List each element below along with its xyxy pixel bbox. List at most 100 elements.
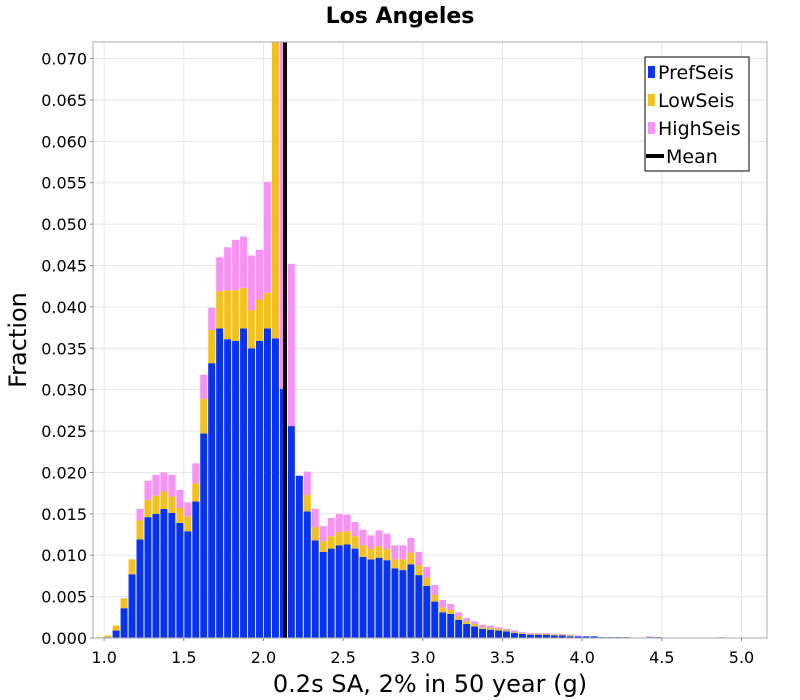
bar-highseis (375, 530, 383, 547)
bar-lowseis (526, 633, 534, 635)
bar-lowseis (208, 330, 216, 364)
bar-lowseis (502, 630, 510, 632)
bar-prefseis (550, 635, 558, 638)
bar-highseis (184, 502, 192, 517)
x-axis-title: 0.2s SA, 2% in 50 year (g) (273, 670, 587, 698)
bar-highseis (232, 239, 240, 291)
bar-lowseis (136, 520, 144, 540)
bar-lowseis (184, 516, 192, 532)
bar-lowseis (351, 536, 359, 549)
bar-highseis (192, 463, 200, 484)
bar-lowseis (263, 292, 271, 329)
bar-prefseis (526, 634, 534, 638)
bar-lowseis (303, 494, 311, 512)
bar-lowseis (311, 527, 319, 541)
bar-prefseis (383, 560, 391, 638)
bar-lowseis (391, 559, 399, 569)
bar-highseis (550, 633, 558, 635)
bar-prefseis (399, 570, 407, 638)
y-tick-label: 0.030 (41, 381, 87, 400)
chart-title: Los Angeles (326, 4, 475, 29)
bar-highseis (335, 513, 343, 533)
bar-prefseis (359, 556, 367, 638)
bar-lowseis (367, 548, 375, 560)
bar-lowseis (375, 546, 383, 558)
bar-prefseis (263, 328, 271, 638)
bar-prefseis (391, 568, 399, 638)
bar-prefseis (327, 548, 335, 638)
bar-lowseis (542, 633, 550, 635)
bar-lowseis (104, 635, 112, 638)
bar-prefseis (502, 631, 510, 638)
x-tick-label: 4.0 (569, 648, 594, 667)
bar-prefseis (168, 513, 176, 638)
bar-lowseis (335, 532, 343, 546)
x-tick-label: 2.5 (330, 648, 355, 667)
bar-lowseis (160, 491, 168, 509)
bar-lowseis (479, 627, 487, 629)
bar-prefseis (367, 559, 375, 638)
bar-lowseis (399, 559, 407, 571)
legend: PrefSeis LowSeis HighSeis Mean (644, 56, 750, 172)
bar-lowseis (407, 552, 415, 565)
bar-lowseis (359, 545, 367, 557)
bar-lowseis (128, 559, 136, 575)
x-axis-ticks: 1.0 1.5 2.0 2.5 3.0 3.5 4.0 4.5 5.0 (91, 638, 754, 667)
bar-highseis (160, 472, 168, 492)
bar-lowseis (455, 616, 463, 620)
bar-highseis (168, 474, 176, 497)
legend-swatch-highseis (648, 122, 655, 134)
bar-highseis (248, 255, 256, 311)
bar-highseis (518, 632, 526, 634)
bar-prefseis (311, 540, 319, 638)
bar-prefseis (423, 585, 431, 638)
bar-highseis (399, 545, 407, 560)
bar-highseis (439, 599, 447, 608)
bar-lowseis (248, 310, 256, 349)
legend-swatch-prefseis (648, 66, 655, 78)
bar-lowseis (240, 287, 248, 329)
bar-prefseis (534, 634, 542, 638)
bar-prefseis (407, 564, 415, 638)
bar-lowseis (176, 508, 184, 523)
bar-highseis (542, 633, 550, 634)
bar-highseis (526, 633, 534, 634)
bar-prefseis (463, 623, 471, 638)
bar-highseis (447, 604, 455, 610)
bar-highseis (208, 307, 216, 331)
bar-lowseis (518, 633, 526, 634)
bar-highseis (502, 628, 510, 631)
bar-prefseis (558, 635, 566, 638)
x-tick-label: 1.0 (91, 648, 116, 667)
bar-prefseis (144, 517, 152, 638)
bar-highseis (407, 537, 415, 553)
bar-lowseis (319, 541, 327, 552)
bar-prefseis (232, 340, 240, 638)
bar-lowseis (343, 531, 351, 545)
bar-highseis (367, 535, 375, 549)
bar-prefseis (335, 545, 343, 638)
bar-highseis (646, 636, 654, 638)
bar-lowseis (423, 577, 431, 586)
bar-prefseis (471, 626, 479, 638)
bar-lowseis (120, 598, 128, 609)
bar-highseis (327, 517, 335, 537)
bar-highseis (303, 471, 311, 495)
bar-highseis (471, 621, 479, 624)
bar-lowseis (463, 621, 471, 624)
legend-label-prefseis: PrefSeis (658, 62, 734, 84)
bar-lowseis (566, 635, 574, 637)
bar-prefseis (112, 630, 120, 638)
bar-lowseis (439, 607, 447, 613)
bar-prefseis (487, 629, 495, 638)
bar-highseis (263, 181, 271, 293)
bar-prefseis (351, 548, 359, 638)
bar-prefseis (224, 339, 232, 638)
bar-prefseis (128, 574, 136, 638)
bar-highseis (431, 585, 439, 595)
bar-lowseis (327, 536, 335, 549)
bar-lowseis (495, 628, 502, 631)
y-tick-label: 0.065 (41, 91, 87, 110)
bar-highseis (463, 618, 471, 622)
